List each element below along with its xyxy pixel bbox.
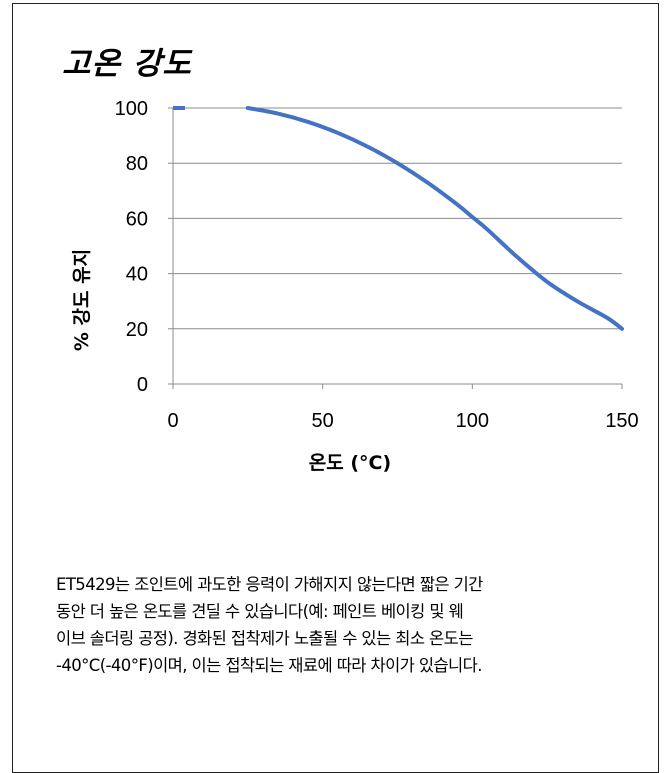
x-axis-title: 온도 (°C) [309,452,391,474]
description-note: ET5429는 조인트에 과도한 응력이 가해지지 않는다면 짧은 기간 동안 … [56,575,483,675]
y-tick-label: 20 [126,319,148,341]
x-tick-label: 50 [312,410,334,432]
axes [168,107,623,389]
y-tick-label: 60 [126,208,148,230]
series-group [173,106,624,331]
y-axis-title: % 강도 유지 [71,249,93,351]
x-tick-labels: 0 50 100 150 [167,410,638,432]
x-tick-label: 150 [605,410,638,432]
grid-lines [173,107,622,330]
y-tick-label: 80 [126,153,148,175]
y-tick-label: 40 [126,264,148,286]
chart-title: 고온 강도 [62,46,192,82]
y-tick-label: 100 [115,98,148,120]
y-tick-label: 0 [137,374,148,396]
series-line [245,106,624,331]
x-tick-label: 100 [456,410,489,432]
y-tick-labels: 0 20 40 60 80 100 [115,98,148,396]
x-tick-label: 0 [167,410,178,432]
